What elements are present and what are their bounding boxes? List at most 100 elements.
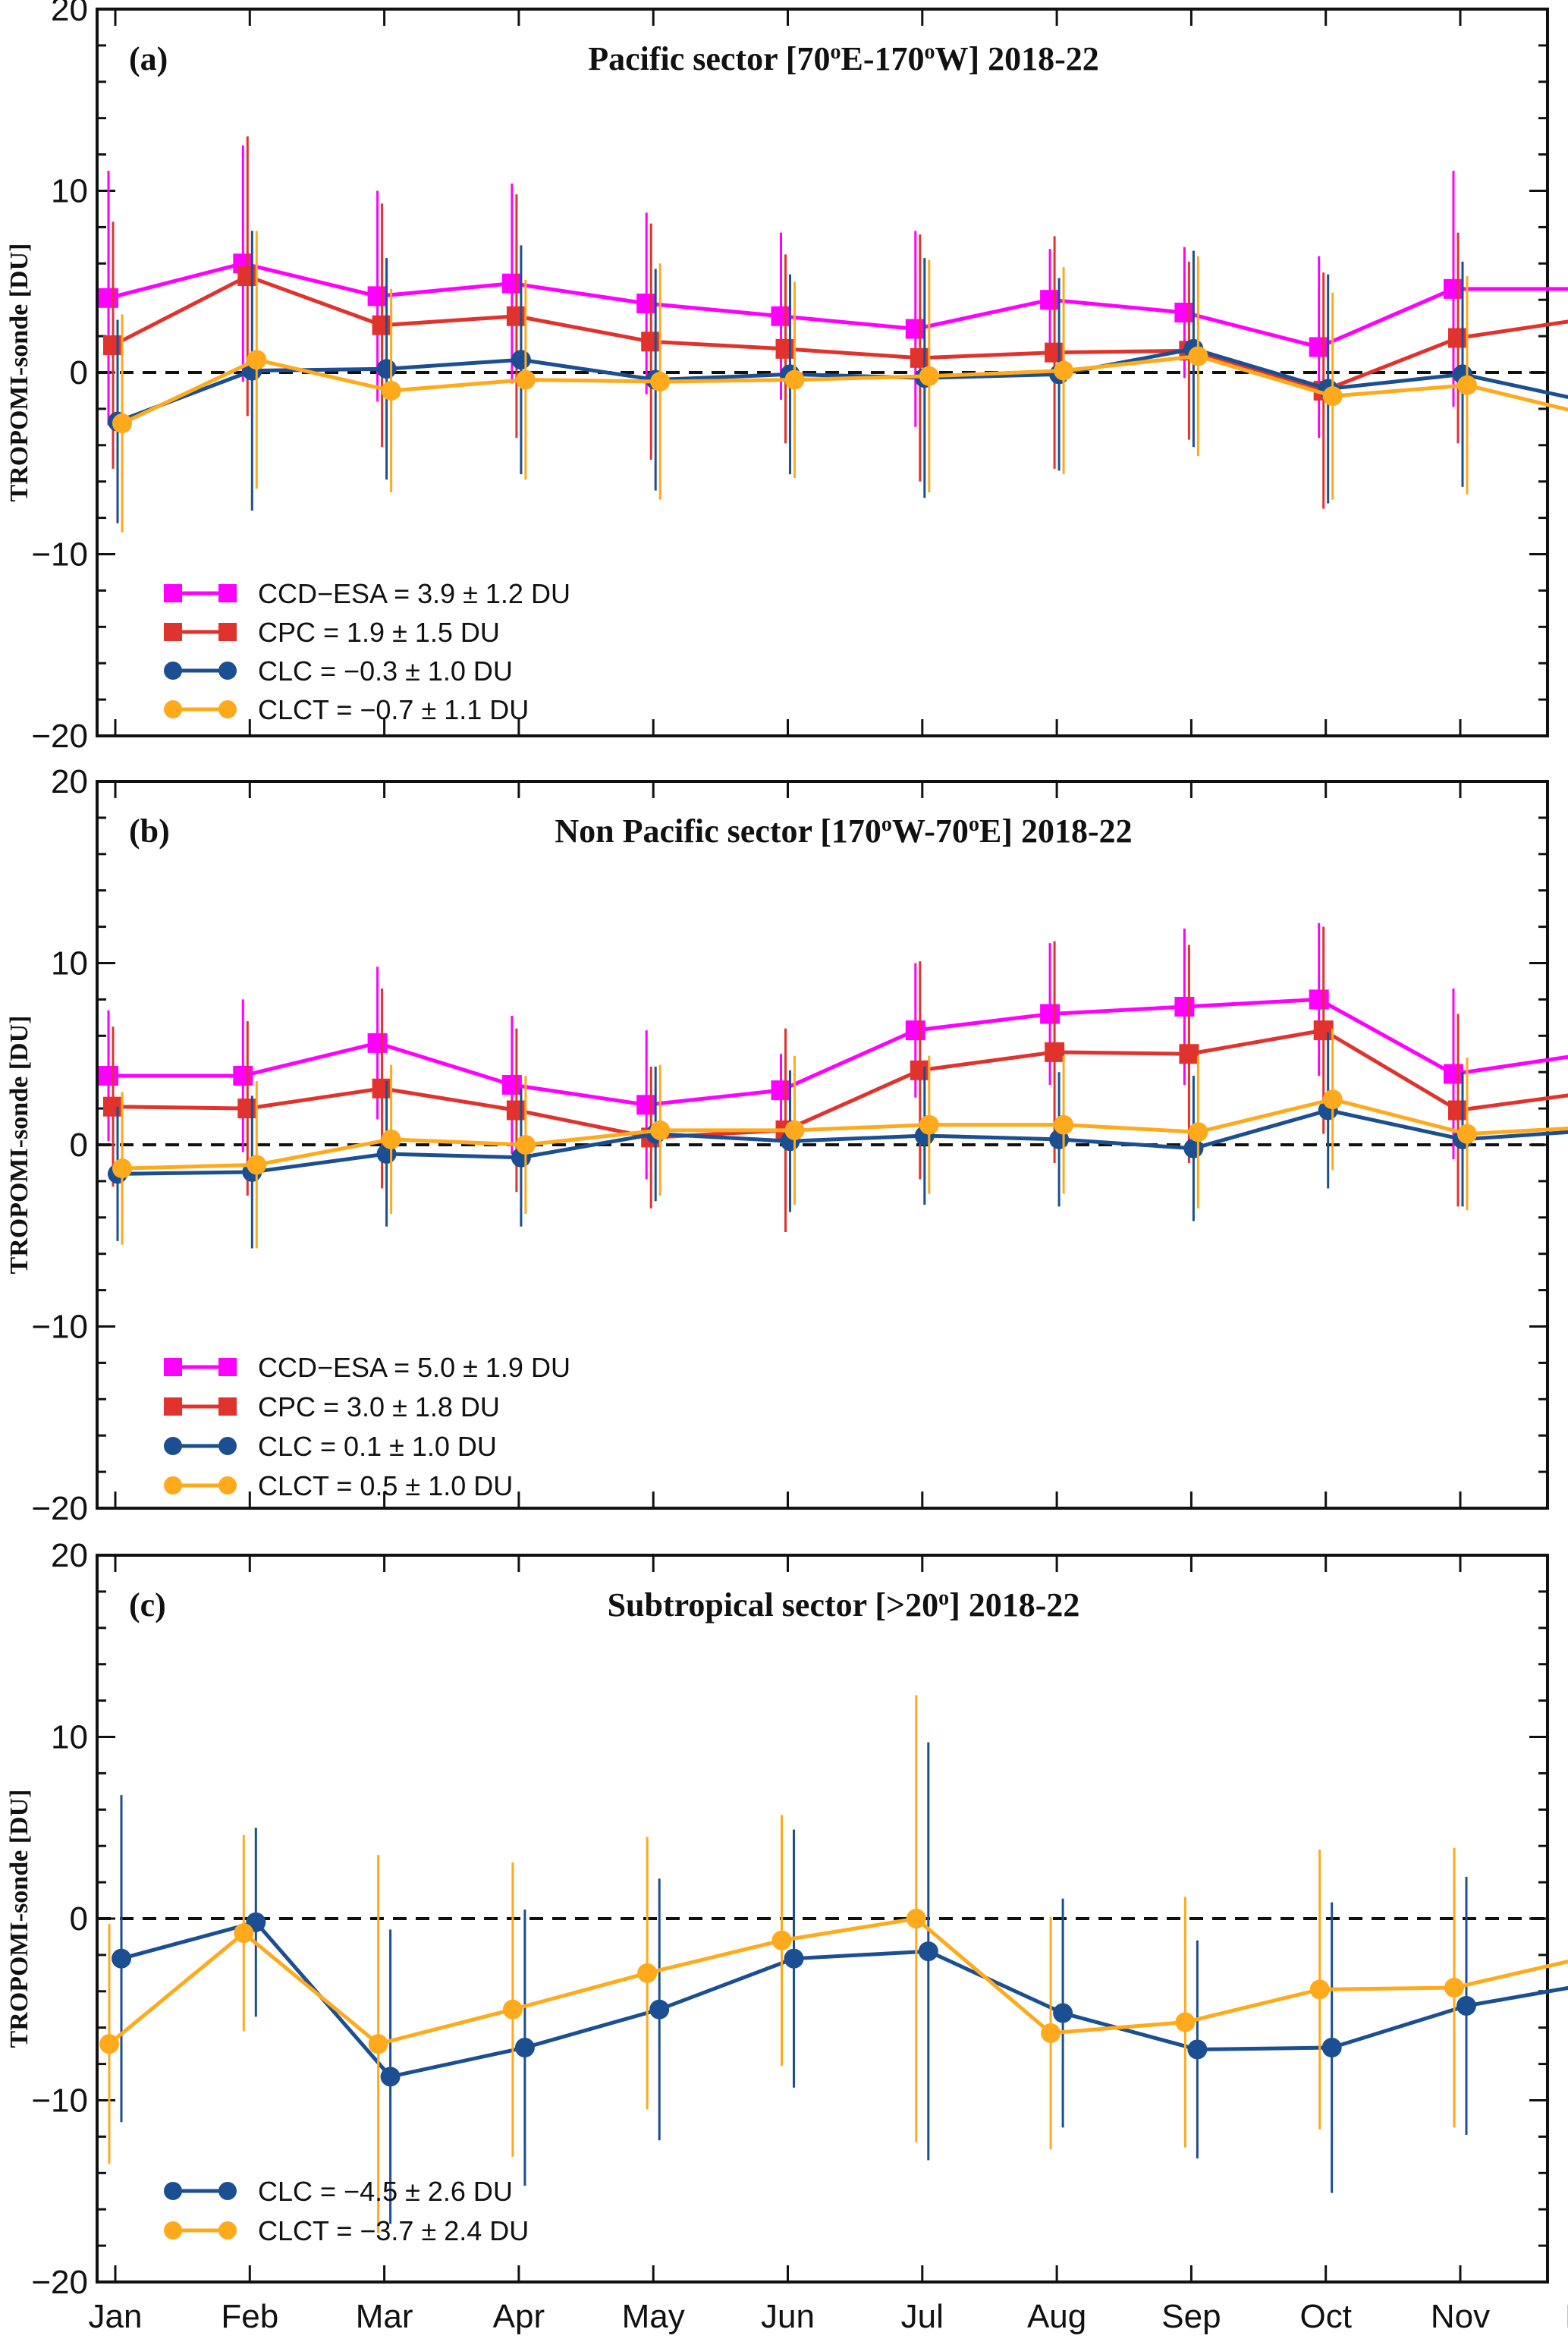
y-tick-label: −20	[31, 1490, 88, 1527]
x-tick-label: Aug	[1027, 2298, 1086, 2335]
x-tick-label: May	[622, 2298, 685, 2335]
data-point-ccd-esa	[1309, 989, 1329, 1010]
data-point-ccd-esa	[771, 1080, 791, 1101]
legend-item-clc: CLC = −0.3 ± 1.0 DU	[164, 655, 513, 687]
legend-item-ccd-esa: CCD−ESA = 5.0 ± 1.9 DU	[164, 1352, 570, 1383]
legend-item-ccd-esa: CCD−ESA = 3.9 ± 1.2 DU	[164, 578, 570, 609]
panel-tag: (c)	[129, 1586, 166, 1623]
legend-item-clct: CLCT = −0.7 ± 1.1 DU	[164, 694, 529, 725]
data-point-clct	[1322, 1089, 1343, 1110]
data-point-clc	[1053, 2003, 1073, 2023]
series-line-cpc	[112, 1028, 1568, 1139]
legend-marker	[218, 623, 237, 641]
series-clct	[112, 231, 1568, 533]
data-point-clct	[637, 1963, 658, 1983]
data-point-cpc	[506, 306, 526, 326]
data-point-clct	[650, 1120, 671, 1140]
panel-c: −20 −10 0 10 20 TROPOMI-sonde [DU] (c) Subtropi…	[5, 1537, 1568, 2301]
y-tick-label: 20	[51, 0, 88, 28]
y-tick-label: 0	[70, 1900, 88, 1938]
legend-item-clct: CLCT = 0.5 ± 1.0 DU	[164, 1470, 513, 1501]
panel-title: Non Pacific sector [170oW-70oE] 2018-22	[555, 813, 1132, 850]
data-point-ccd-esa	[367, 286, 388, 306]
y-tick-label: −10	[31, 536, 88, 574]
data-point-clct	[1309, 1979, 1330, 2000]
y-tick-label: −10	[31, 1309, 88, 1346]
data-point-ccd-esa	[636, 1095, 657, 1115]
legend-item-clc: CLC = −4.5 ± 2.6 DU	[164, 2176, 513, 2207]
legend-item-clc: CLC = 0.1 ± 1.0 DU	[164, 1431, 497, 1462]
legend-marker	[218, 700, 237, 718]
data-point-clct	[1188, 1122, 1208, 1143]
data-point-ccd-esa	[1040, 1004, 1061, 1024]
legend-label: CCD−ESA = 5.0 ± 1.9 DU	[258, 1352, 570, 1383]
panel-tag: (a)	[129, 40, 168, 77]
y-tick-label: −20	[31, 718, 88, 755]
data-point-clc	[1456, 1995, 1476, 2016]
data-point-cpc	[372, 315, 392, 335]
legend-marker	[164, 1397, 182, 1416]
data-point-ccd-esa	[1444, 278, 1463, 299]
x-tick-label: Nov	[1431, 2298, 1490, 2335]
legend-marker	[218, 1437, 237, 1455]
data-point-clct	[1054, 360, 1074, 381]
panel-title: Pacific sector [70oE-170oW] 2018-22	[588, 40, 1099, 78]
data-point-cpc	[103, 1096, 123, 1117]
data-point-clct	[1041, 2023, 1061, 2043]
legend-item-clct: CLCT = −3.7 ± 2.4 DU	[164, 2215, 529, 2246]
data-point-clct	[247, 1155, 267, 1175]
panel-b: −20 −10 0 10 20 TROPOMI-sonde [DU] (b) Non Paci…	[5, 763, 1568, 1527]
legend-marker	[218, 2221, 237, 2240]
data-point-cpc	[910, 1060, 930, 1080]
data-point-clct	[919, 366, 939, 386]
data-point-ccd-esa	[905, 1020, 925, 1041]
data-point-clct	[234, 1923, 254, 1944]
data-point-ccd-esa	[99, 288, 118, 308]
legend-item-cpc: CPC = 1.9 ± 1.5 DU	[164, 617, 500, 648]
x-tick-label: Mar	[356, 2298, 413, 2335]
x-tick-label: Apr	[493, 2298, 545, 2335]
legend-marker	[218, 1397, 237, 1416]
data-point-clct	[919, 1114, 939, 1135]
data-point-ccd-esa	[233, 1065, 253, 1086]
data-point-clct	[515, 369, 536, 390]
data-point-clct	[784, 369, 805, 390]
y-axis-label: TROPOMI-sonde [DU]	[5, 1016, 33, 1275]
legend-marker	[164, 1476, 182, 1495]
x-tick-label: Jul	[901, 2298, 944, 2335]
data-point-cpc	[1313, 1020, 1334, 1041]
data-point-clc	[784, 1948, 804, 1969]
x-tick-label: Jun	[761, 2298, 815, 2335]
data-point-cpc	[1448, 1100, 1468, 1121]
y-tick-label: 20	[51, 763, 88, 800]
legend: CLC = −4.5 ± 2.6 DU CLCT = −3.7 ± 2.4 DU	[164, 2176, 529, 2246]
data-point-clct	[784, 1120, 805, 1140]
data-point-clc	[1321, 2038, 1342, 2058]
y-tick-label: −20	[31, 2264, 88, 2301]
data-point-ccd-esa	[501, 1074, 522, 1095]
data-point-ccd-esa	[367, 1033, 388, 1053]
data-point-ccd-esa	[1040, 290, 1061, 310]
y-tick-label: −10	[31, 2082, 88, 2120]
data-point-clct	[1054, 1114, 1074, 1135]
series-line-clc	[117, 1108, 1568, 1176]
legend-marker	[164, 584, 182, 602]
data-point-ccd-esa	[99, 1065, 118, 1086]
legend: CCD−ESA = 5.0 ± 1.9 DU CPC = 3.0 ± 1.8 DU…	[164, 1352, 570, 1501]
data-point-cpc	[103, 335, 123, 356]
legend-marker	[164, 1358, 182, 1376]
legend-marker	[164, 623, 182, 641]
legend-label: CLC = 0.1 ± 1.0 DU	[258, 1431, 497, 1462]
x-tick-label: Dec	[1565, 2298, 1568, 2335]
data-point-clct	[906, 1909, 926, 1928]
legend-label: CLCT = −0.7 ± 1.1 DU	[258, 694, 529, 725]
legend-marker	[164, 700, 182, 718]
data-point-clct	[368, 2034, 388, 2054]
data-point-ccd-esa	[636, 293, 657, 313]
data-point-cpc	[775, 338, 796, 359]
data-point-clct	[112, 1158, 132, 1179]
data-point-cpc	[237, 1099, 258, 1119]
data-point-clct	[1444, 1978, 1464, 1998]
y-axis-label: TROPOMI-sonde [DU]	[5, 1790, 33, 2048]
